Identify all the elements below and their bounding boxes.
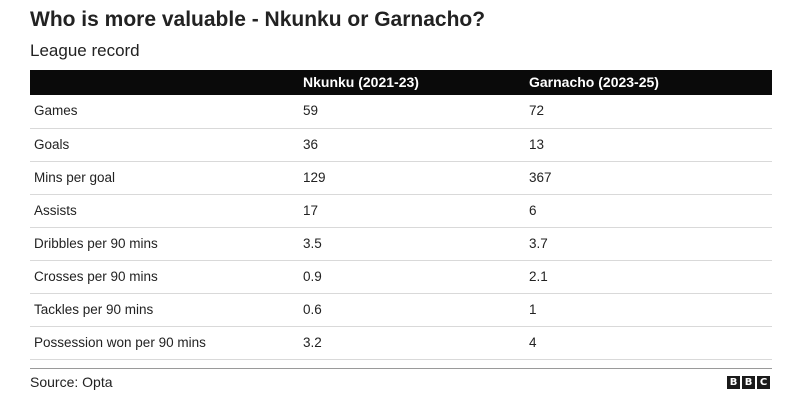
- garnacho-value-cell: 2.1: [529, 268, 548, 284]
- nkunku-value-cell: 0.9: [303, 268, 322, 284]
- nkunku-value-cell: 0.6: [303, 301, 322, 317]
- garnacho-value-cell: 6: [529, 202, 537, 218]
- garnacho-value-cell: 1: [529, 301, 537, 317]
- table-row: Mins per goal 129 367: [30, 161, 772, 194]
- garnacho-value-cell: 3.7: [529, 235, 548, 251]
- nkunku-value-cell: 17: [303, 202, 319, 218]
- header-cell-metric: [30, 70, 303, 95]
- bbc-logo: B B C: [727, 376, 770, 389]
- header-cell-nkunku: Nkunku (2021-23): [303, 74, 419, 90]
- nkunku-value-cell: 59: [303, 103, 319, 119]
- garnacho-value-cell: 72: [529, 103, 545, 119]
- source-note: Source: Opta: [30, 374, 113, 390]
- row-label: Crosses per 90 mins: [34, 268, 158, 284]
- row-label: Possession won per 90 mins: [34, 334, 206, 350]
- chart-title: Who is more valuable - Nkunku or Garnach…: [30, 8, 486, 31]
- table-body: Games 59 72 Goals 36 13 Mins per goal 129 367 Ass…: [30, 95, 772, 359]
- table-row: Crosses per 90 mins 0.9 2.1: [30, 260, 772, 293]
- nkunku-value-cell: 3.2: [303, 334, 322, 350]
- table-row: Possession won per 90 mins 3.2 4: [30, 326, 772, 359]
- garnacho-value-cell: 4: [529, 334, 537, 350]
- row-label: Mins per goal: [34, 169, 116, 185]
- row-label: Assists: [34, 202, 77, 218]
- table-row: Dribbles per 90 mins 3.5 3.7: [30, 227, 772, 260]
- table-row: Games 59 72: [30, 95, 772, 128]
- bbc-logo-letter: B: [742, 376, 755, 389]
- row-label: Goals: [34, 136, 70, 152]
- nkunku-value-cell: 3.5: [303, 235, 322, 251]
- bbc-logo-letter: C: [757, 376, 770, 389]
- table-row: Tackles per 90 mins 0.6 1: [30, 293, 772, 326]
- stats-table: Nkunku (2021-23) Garnacho (2023-25) Game…: [30, 70, 772, 360]
- footer-divider: [30, 368, 772, 369]
- garnacho-value-cell: 13: [529, 136, 545, 152]
- table-row: Assists 17 6: [30, 194, 772, 227]
- table-row: Goals 36 13: [30, 128, 772, 161]
- row-label: Tackles per 90 mins: [34, 301, 154, 317]
- stats-table-container: Nkunku (2021-23) Garnacho (2023-25) Game…: [30, 70, 772, 360]
- table-header-row: Nkunku (2021-23) Garnacho (2023-25): [30, 70, 772, 95]
- bbc-logo-letter: B: [727, 376, 740, 389]
- garnacho-value-cell: 367: [529, 169, 552, 185]
- nkunku-value-cell: 129: [303, 169, 326, 185]
- row-label: Games: [34, 103, 78, 119]
- row-label: Dribbles per 90 mins: [34, 235, 158, 251]
- header-cell-garnacho: Garnacho (2023-25): [529, 74, 659, 90]
- chart-subtitle: League record: [30, 41, 140, 60]
- nkunku-value-cell: 36: [303, 136, 319, 152]
